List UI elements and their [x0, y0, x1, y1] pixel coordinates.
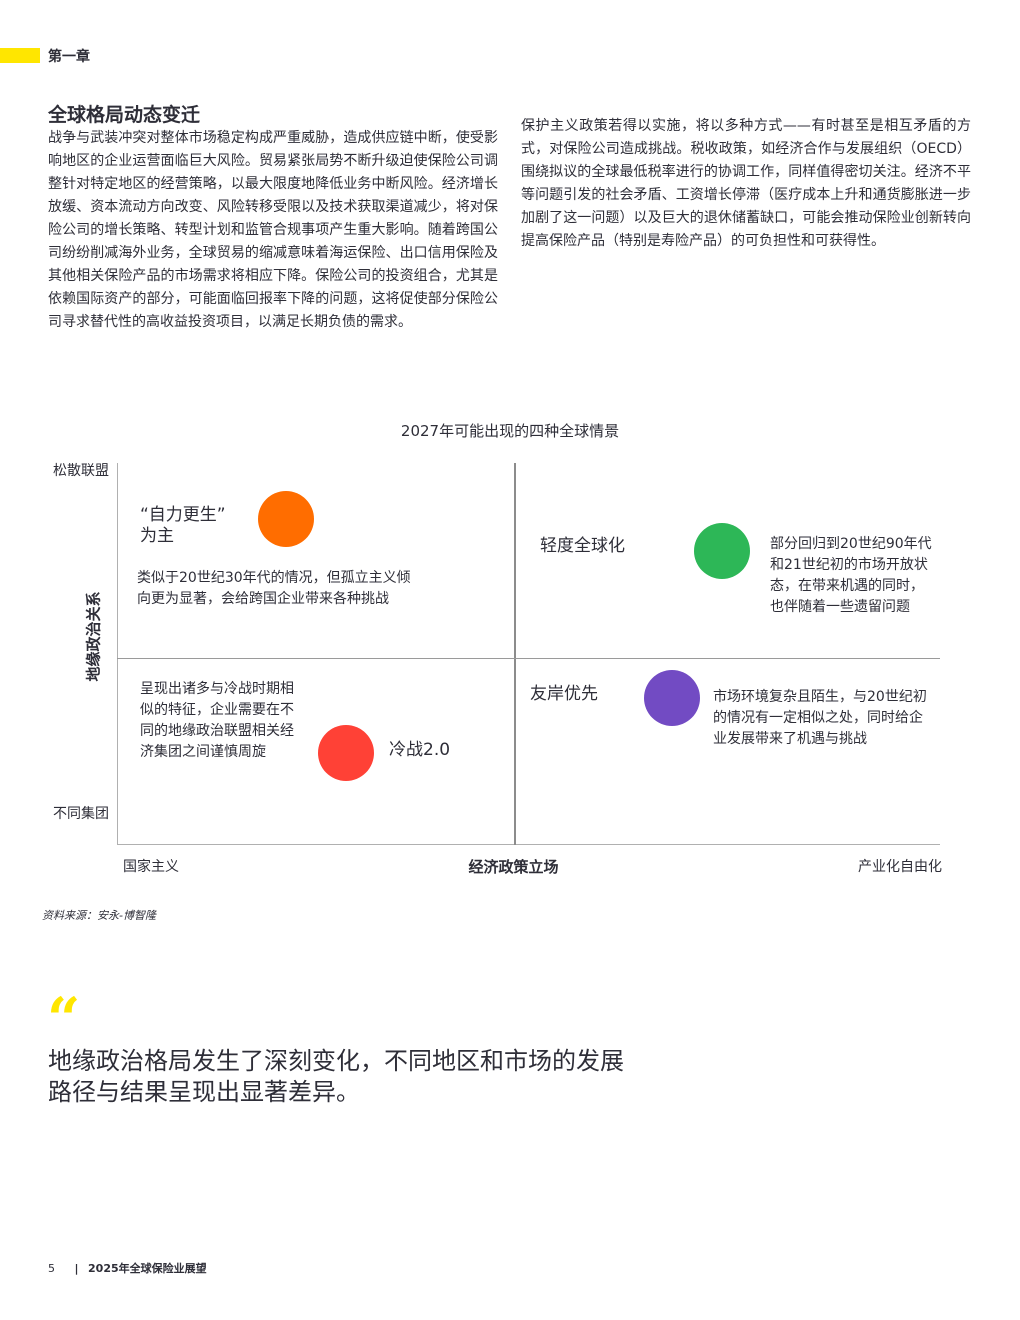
y-axis-bottom-label: 不同集团 — [53, 806, 109, 822]
page-footer: 5 | 2025年全球保险业展望 — [48, 1260, 207, 1276]
scenario-desc-friend-shoring: 市场环境复杂且陌生，与20世纪初的情况有一定相似之处，同时给企业发展带来了机遇与… — [713, 689, 927, 747]
x-axis-right-label: 产业化自由化 — [858, 859, 942, 875]
body-paragraph-left: 战争与武装冲突对整体市场稳定构成严重威胁，造成供应链中断，使受影响地区的企业运营… — [48, 130, 498, 330]
x-axis-title: 经济政策立场 — [468, 858, 559, 876]
scenario-title-cold-war: 冷战2.0 — [389, 740, 451, 760]
scenario-dot-light-globalization — [694, 523, 750, 579]
body-paragraph-right: 保护主义政策若得以实施，将以多种方式——有时甚至是相互矛盾的方式，对保险公司造成… — [521, 118, 971, 249]
pull-quote: 地缘政治格局发生了深刻变化，不同地区和市场的发展路径与结果呈现出显著差异。 — [48, 1047, 624, 1106]
x-axis-left-label: 国家主义 — [123, 859, 179, 875]
chart-axis-vertical — [514, 463, 516, 845]
y-axis-top-label: 松散联盟 — [53, 463, 109, 479]
scenario-dot-cold-war — [318, 725, 374, 781]
scenario-desc-light-globalization: 部分回归到20世纪90年代和21世纪初的市场开放状态，在带来机遇的同时，也伴随着… — [770, 536, 932, 615]
chapter-label: 第一章 — [48, 49, 90, 65]
footer-separator: | — [74, 1262, 79, 1275]
scenario-title-line1: “自力更生” — [140, 505, 226, 525]
chart-frame-left — [117, 463, 118, 845]
scenario-title-light-globalization: 轻度全球化 — [540, 536, 625, 556]
source-note: 资料来源：安永-博智隆 — [42, 909, 156, 922]
scenario-title-line2: 为主 — [140, 526, 174, 546]
scenario-title-friend-shoring: 友岸优先 — [530, 684, 598, 704]
quote-mark-icon: “ — [47, 985, 81, 1053]
scenario-desc-self-reliance: 类似于20世纪30年代的情况，但孤立主义倾向更为显著，会给跨国企业带来各种挑战 — [137, 570, 411, 607]
chart-frame-bottom — [117, 844, 940, 845]
chart-title: 2027年可能出现的四种全球情景 — [400, 422, 620, 440]
scenario-dot-self-reliance — [258, 491, 314, 547]
chart-axis-horizontal — [117, 658, 940, 659]
section-title: 全球格局动态变迁 — [48, 104, 201, 126]
chapter-accent-bar — [0, 48, 40, 63]
page-number: 5 — [48, 1262, 55, 1275]
scenario-dot-friend-shoring — [644, 670, 700, 726]
document-title: 2025年全球保险业展望 — [88, 1262, 207, 1275]
scenario-title-self-reliance: “自力更生” 为主 — [140, 505, 226, 547]
y-axis-title: 地缘政治关系 — [84, 591, 103, 682]
scenario-desc-cold-war: 呈现出诸多与冷战时期相似的特征，企业需要在不同的地缘政治联盟相关经济集团之间谨慎… — [140, 681, 294, 760]
